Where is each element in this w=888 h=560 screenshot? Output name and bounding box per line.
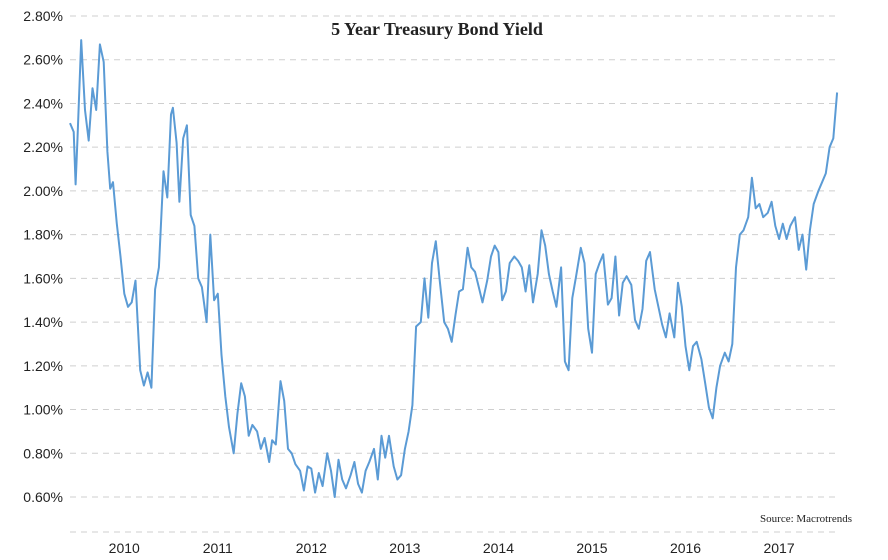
y-tick-label: 1.40% — [23, 314, 63, 330]
source-note: Source: Macrotrends — [760, 513, 852, 525]
y-tick-label: 0.60% — [23, 489, 63, 505]
x-tick-label: 2011 — [203, 540, 233, 556]
y-tick-label: 2.40% — [23, 95, 63, 111]
y-tick-label: 2.00% — [23, 183, 63, 199]
x-tick-label: 2013 — [389, 540, 420, 556]
y-tick-label: 1.80% — [23, 227, 63, 243]
y-tick-label: 0.80% — [23, 445, 63, 461]
x-axis-ticks: 2010 2011 2012 2013 2014 2015 2016 2017 — [109, 540, 795, 556]
y-tick-label: 2.80% — [23, 8, 63, 24]
series-line — [69, 39, 839, 498]
x-tick-label: 2017 — [763, 540, 794, 556]
y-tick-label: 1.60% — [23, 270, 63, 286]
y-tick-label: 2.60% — [23, 52, 63, 68]
chart-title: 5 Year Treasury Bond Yield — [331, 19, 543, 39]
x-tick-label: 2010 — [109, 540, 140, 556]
y-axis-ticks: 0.60% 0.80% 1.00% 1.20% 1.40% 1.60% 1.80% 2.00%… — [23, 8, 63, 505]
x-tick-label: 2014 — [483, 540, 514, 556]
y-tick-label: 1.00% — [23, 402, 63, 418]
x-tick-label: 2012 — [296, 540, 327, 556]
x-tick-label: 2015 — [576, 540, 607, 556]
gridlines — [70, 15, 838, 533]
y-tick-label: 2.20% — [23, 139, 63, 155]
x-tick-label: 2016 — [670, 540, 701, 556]
y-tick-label: 1.20% — [23, 358, 63, 374]
